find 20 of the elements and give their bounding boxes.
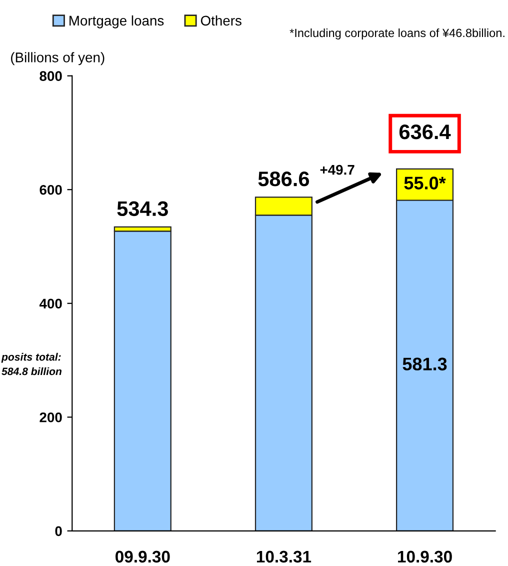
x-tick-label: 09.9.30 [116,550,170,563]
bar [114,230,172,531]
y-tick-label: 600 [40,184,62,195]
y-tick-label: 200 [40,412,62,422]
legend-label: Others [200,15,242,26]
total-label: 586.6 [258,172,310,186]
text: *Including corporate loans of ¥46.8billion. [290,28,504,40]
y-tick-label: 400 [39,298,62,309]
y-tick-label: 0 [55,526,62,536]
legend-label: Mortgage loans [70,15,164,28]
total-label: 636.4 [399,124,451,140]
text: posits total: 584.8 billion [1,352,62,376]
x-tick-label: 10.3.31 [256,550,312,563]
y-tick-label: 800 [40,71,62,82]
x-tick-label: 10.9.30 [398,550,452,563]
y-axis-title: (Billions of yen) [11,52,104,66]
annotation: +49.7 [320,164,354,175]
data-label: 581.3 [402,358,447,370]
total-label: 534.3 [117,201,168,216]
data-label: 55.0* [404,176,446,190]
